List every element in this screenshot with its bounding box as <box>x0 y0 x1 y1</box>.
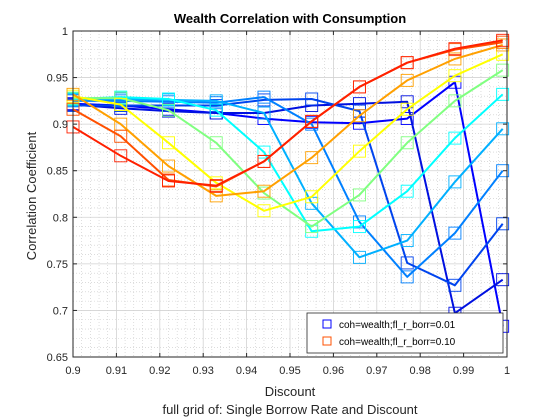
y-tick-label: 0.8 <box>53 212 68 224</box>
series-line <box>72 44 503 197</box>
y-axis-label: Correlation Coefficient <box>24 131 39 260</box>
y-tick-label: 0.65 <box>47 352 68 364</box>
series-point <box>496 63 510 77</box>
series-point <box>352 220 366 234</box>
series-point <box>257 154 271 168</box>
series-line <box>73 69 504 228</box>
series-point <box>400 95 414 109</box>
series-point <box>400 270 414 284</box>
series-point <box>448 226 462 240</box>
legend-marker <box>322 336 332 346</box>
ticks-group: 0.9 0.91 0.92 0.93 0.94 0.95 0.96 0.97 0.98 0.99 1… <box>47 26 510 377</box>
series-point <box>257 184 271 198</box>
x-tick-label: 0.99 <box>453 365 474 377</box>
series-point <box>257 90 271 104</box>
series-point <box>400 112 414 126</box>
series-line <box>72 81 504 327</box>
series-point <box>305 92 319 106</box>
series-point <box>400 56 414 70</box>
y-tick-label: 0.9 <box>53 119 68 131</box>
x-tick-label: 0.98 <box>409 365 430 377</box>
legend-box <box>306 312 504 354</box>
x-axis-label: Discount <box>265 384 316 399</box>
series-point <box>352 144 366 158</box>
legend-marker <box>322 319 332 329</box>
series-point <box>400 73 414 87</box>
series-point <box>448 42 462 56</box>
x-tick-label: 0.97 <box>366 365 387 377</box>
series-point <box>400 256 414 270</box>
series-group <box>66 33 510 333</box>
series-point <box>305 114 319 128</box>
series-point <box>162 159 175 173</box>
series-point <box>209 189 223 203</box>
series-point <box>496 164 510 178</box>
series-point <box>162 103 175 117</box>
series-point <box>400 102 414 116</box>
series-point <box>448 131 462 145</box>
x-tick-label: 0.9 <box>65 365 80 377</box>
series-point <box>209 136 223 150</box>
footer-label: full grid of: Single Borrow Rate and Dis… <box>162 402 417 417</box>
series-point <box>448 94 462 108</box>
series-point <box>209 94 223 108</box>
x-tick-label: 0.91 <box>106 365 127 377</box>
series-point <box>114 129 128 143</box>
series-point <box>496 33 510 47</box>
y-tick-label: 0.7 <box>53 305 68 317</box>
series-8 <box>66 38 510 203</box>
y-tick-label: 0.75 <box>47 259 68 271</box>
series-line <box>72 100 504 315</box>
legend: coh=wealth;fl_r_borr=0.01 coh=wealth;fl_r… <box>306 312 504 354</box>
series-line <box>72 93 504 233</box>
series-point <box>352 188 366 202</box>
series-point <box>496 217 510 231</box>
series-point <box>162 136 175 150</box>
x-tick-label: 0.94 <box>236 365 257 377</box>
legend-entry-label: coh=wealth;fl_r_borr=0.01 <box>339 320 456 331</box>
series-point <box>352 109 366 123</box>
series-point <box>352 80 366 94</box>
series-point <box>209 179 223 193</box>
series-point <box>352 250 366 264</box>
y-tick-label: 0.85 <box>47 166 68 178</box>
x-tick-label: 0.96 <box>323 365 344 377</box>
y-tick-label: 1 <box>62 26 68 38</box>
series-point <box>257 106 271 120</box>
y-tick-label: 0.95 <box>47 73 68 85</box>
series-point <box>257 204 271 218</box>
series-point <box>496 87 510 101</box>
series-point <box>400 184 414 198</box>
x-tick-label: 0.93 <box>192 365 213 377</box>
chart-title: Wealth Correlation with Consumption <box>174 11 406 26</box>
series-line <box>72 53 504 212</box>
series-point <box>496 122 510 136</box>
series-point <box>305 190 319 204</box>
series-line <box>72 39 503 187</box>
series-point <box>400 136 414 150</box>
series-point <box>448 52 462 66</box>
series-point <box>114 98 128 112</box>
x-tick-label: 1 <box>504 365 510 377</box>
series-point <box>448 278 462 292</box>
x-tick-label: 0.95 <box>279 365 300 377</box>
series-point <box>257 145 271 159</box>
series-point <box>448 175 462 189</box>
series-point <box>496 273 510 287</box>
series-7 <box>66 47 510 218</box>
series-point <box>448 69 462 83</box>
series-point <box>162 92 175 106</box>
series-line <box>73 96 504 278</box>
series-line <box>73 98 504 287</box>
x-tick-label: 0.92 <box>149 365 170 377</box>
series-point <box>400 234 414 248</box>
series-point <box>209 103 223 117</box>
series-point <box>305 220 319 234</box>
series-point <box>305 151 319 165</box>
series-point <box>114 149 128 163</box>
legend-entry-label: coh=wealth;fl_r_borr=0.10 <box>339 337 456 348</box>
series-line <box>72 98 504 259</box>
series-point <box>162 174 175 188</box>
